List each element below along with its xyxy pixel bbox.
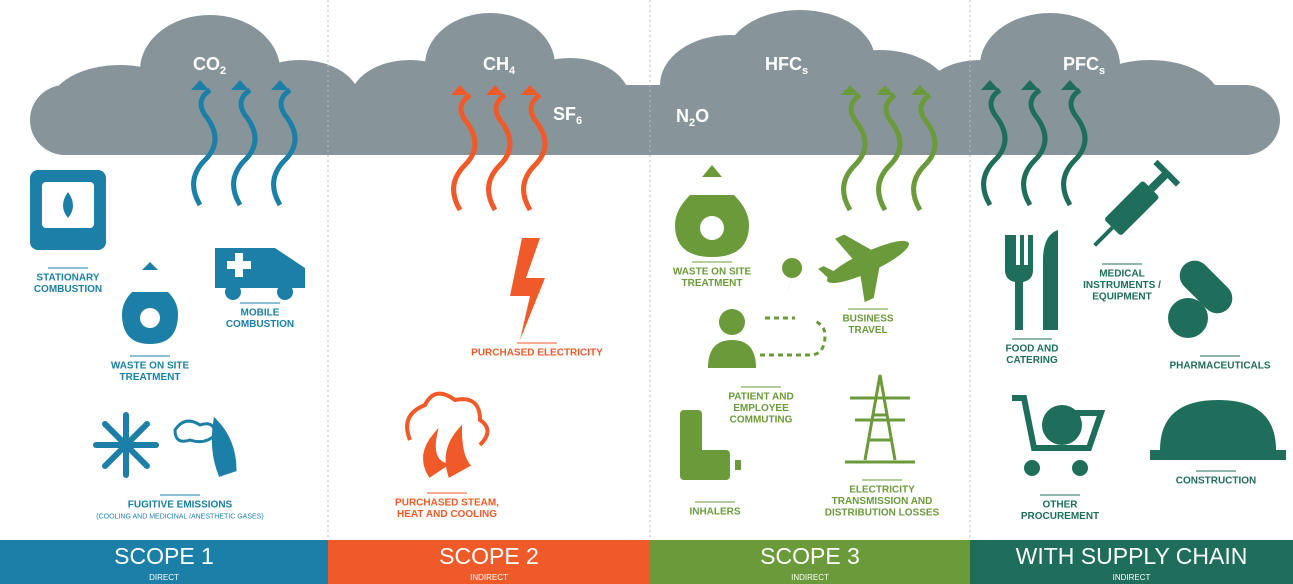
item-label: TREATMENT [120, 372, 181, 383]
gas-sub: s [802, 65, 808, 77]
scope-subtitle: INDIRECT [470, 573, 508, 582]
gas-base: CO [193, 54, 220, 74]
scope-title: SCOPE 2 [439, 543, 539, 569]
item-note: (COOLING AND MEDICINAL /ANESTHETIC GASES… [96, 513, 263, 520]
item-label: CATERING [1006, 355, 1058, 366]
item-label: INSTRUMENTS / [1083, 280, 1161, 291]
scope-subtitle: INDIRECT [791, 573, 829, 582]
item-label: INHALERS [689, 507, 740, 518]
item-label: MEDICAL [1099, 269, 1145, 280]
item-label: OTHER [1043, 500, 1079, 511]
item-label: FUGITIVE EMISSIONS [128, 500, 233, 511]
scope-subtitle: DIRECT [149, 573, 179, 582]
item-label: WASTE ON SITE [673, 267, 752, 278]
item-label: TRAVEL [848, 325, 887, 336]
infographic: CO2CH4SF6HFCsN2OPFCsSTATIONARYCOMBUSTION… [0, 0, 1293, 584]
item-label: WASTE ON SITE [111, 361, 190, 372]
item-label: BUSINESS [842, 314, 893, 325]
item-label: PURCHASED STEAM, [395, 498, 499, 509]
gas-sub: 2 [220, 65, 226, 77]
item-label: COMBUSTION [34, 284, 102, 295]
gas-base: PFC [1063, 54, 1099, 74]
gas-label: PFCs [1063, 54, 1105, 77]
item-label: COMBUSTION [226, 319, 294, 330]
gas-base: CH [483, 54, 509, 74]
gas-base: HFC [765, 54, 802, 74]
item-label: STATIONARY [36, 273, 99, 284]
gas-sub: 6 [576, 115, 582, 127]
item-label: PHARMACEUTICALS [1169, 361, 1270, 372]
gas-tail: O [695, 106, 709, 126]
scope-subtitle: INDIRECT [1113, 573, 1151, 582]
item-label: COMMUTING [730, 415, 793, 426]
item-label: MOBILE [241, 308, 280, 319]
icons [30, 160, 1286, 480]
item-label: FOOD AND [1006, 344, 1059, 355]
item-label: EQUIPMENT [1092, 292, 1151, 303]
item-label: PATIENT AND [728, 392, 793, 403]
clouds [30, 10, 1280, 155]
item-label: PURCHASED ELECTRICITY [471, 348, 603, 359]
scope-title: SCOPE 3 [760, 543, 860, 569]
gas-base: SF [553, 104, 576, 124]
item-label: HEAT AND COOLING [397, 509, 497, 520]
scope-title: SCOPE 1 [114, 543, 214, 569]
gas-sub: s [1099, 65, 1105, 77]
item-label: PROCUREMENT [1021, 511, 1099, 522]
item-label: CONSTRUCTION [1176, 476, 1257, 487]
gas-sub: 4 [509, 65, 516, 77]
item-label: TRANSMISSION AND [832, 496, 933, 507]
item-label: EMPLOYEE [733, 403, 789, 414]
item-label: ELECTRICITY [849, 485, 915, 496]
item-label: DISTRIBUTION LOSSES [825, 508, 940, 519]
gas-base: N [676, 106, 689, 126]
item-label: TREATMENT [682, 278, 743, 289]
gas-label: HFCs [765, 54, 808, 77]
scope-title: WITH SUPPLY CHAIN [1016, 543, 1248, 569]
